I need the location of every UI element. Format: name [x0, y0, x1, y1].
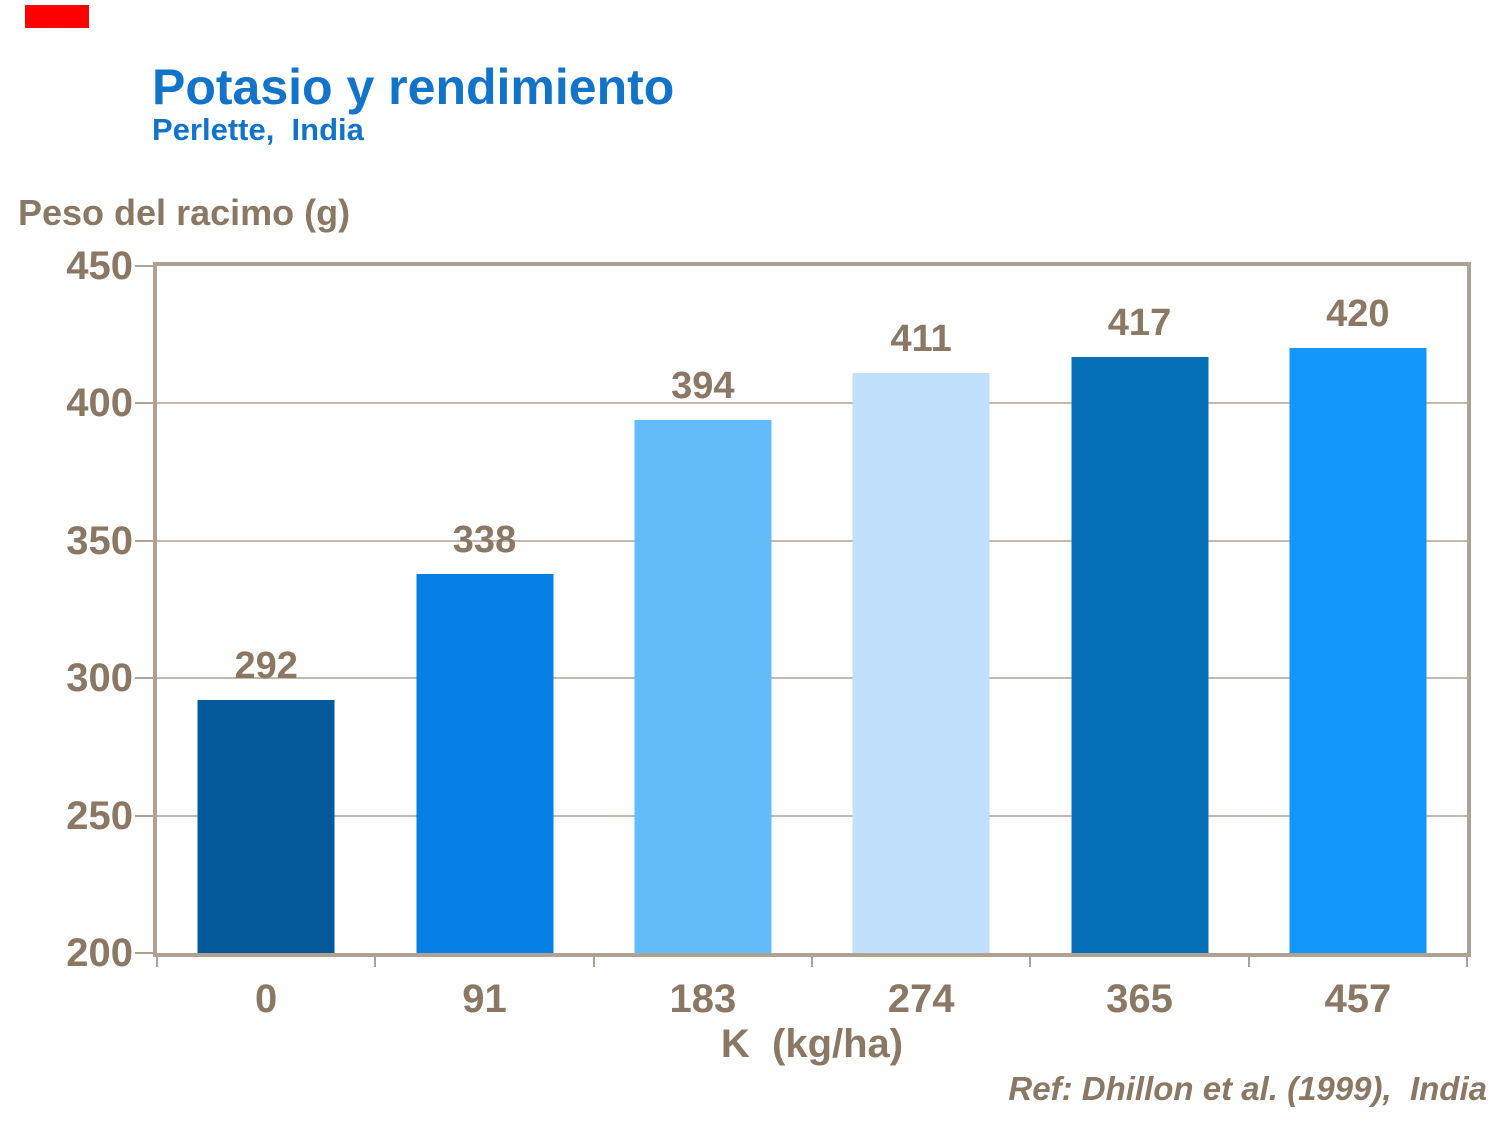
y-tick-label: 250	[66, 793, 133, 838]
y-tick-mark	[135, 402, 153, 405]
bar: 338	[416, 519, 553, 953]
y-tick-mark	[135, 952, 153, 954]
y-tick-label: 350	[66, 518, 133, 563]
y-tick-label: 200	[66, 931, 133, 975]
bar: 394	[634, 365, 772, 953]
x-tick-label: 91	[462, 977, 507, 1021]
x-tick-label: 365	[1106, 977, 1173, 1021]
bar-value-label: 420	[1326, 293, 1390, 336]
bar-value-label: 338	[452, 518, 517, 561]
x-tick-mark	[1247, 953, 1250, 967]
plot-area: 200 250 300 350 400 450 292 338 394 411 417 420 0 9…	[66, 244, 1471, 1021]
x-tick-mark	[1466, 953, 1468, 967]
bar-value-label: 411	[890, 318, 952, 361]
x-tick-label: 274	[887, 977, 955, 1021]
x-tick-mark	[374, 953, 377, 967]
red-corner-marker	[25, 5, 89, 28]
x-tick-label: 457	[1324, 977, 1392, 1021]
bar-value-label: 292	[234, 645, 298, 688]
gridline	[157, 677, 1467, 680]
bar: 417	[1071, 302, 1208, 953]
y-tick-mark	[135, 539, 153, 542]
y-tick-mark	[135, 677, 153, 680]
gridline	[157, 402, 1467, 405]
y-tick-label: 400	[66, 381, 133, 426]
x-axis-title: K (kg/ha)	[720, 1022, 904, 1066]
bar-value-label: 417	[1107, 301, 1172, 344]
x-tick-mark	[156, 953, 158, 967]
chart-title: Potasio y rendimiento	[152, 59, 675, 115]
gridline	[157, 814, 1467, 817]
chart-subtitle: Perlette, India	[152, 112, 364, 147]
bar: 420	[1289, 293, 1427, 953]
bar-value-label: 394	[671, 364, 735, 407]
x-tick-label: 0	[255, 977, 278, 1021]
x-tick-mark	[1029, 953, 1032, 967]
reference-text: Ref: Dhillon et al. (1999), India	[1008, 1070, 1487, 1107]
gridline	[157, 539, 1467, 542]
x-tick-mark	[811, 953, 813, 967]
y-tick-mark	[135, 265, 153, 267]
bar: 411	[852, 318, 990, 953]
y-tick-label: 450	[66, 244, 133, 288]
x-tick-mark	[592, 953, 595, 967]
y-axis-title: Peso del racimo (g)	[18, 192, 351, 233]
x-tick-label: 183	[669, 977, 737, 1021]
y-tick-label: 300	[66, 656, 133, 701]
bar: 292	[197, 645, 335, 953]
y-tick-mark	[135, 814, 153, 817]
